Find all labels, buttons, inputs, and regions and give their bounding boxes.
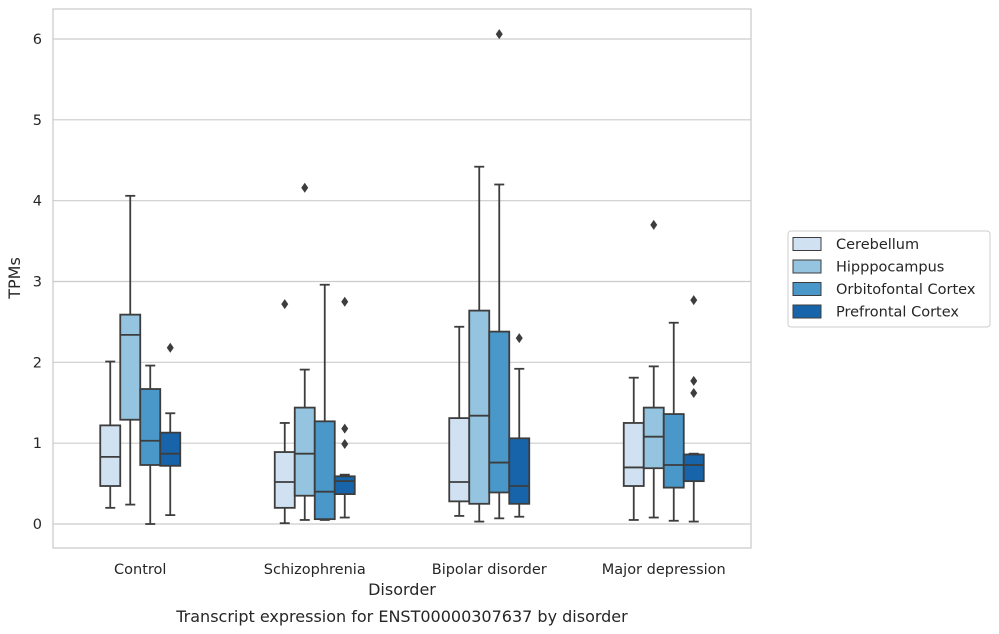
x-tick-label: Schizophrenia: [264, 562, 366, 578]
legend-label: Prefrontal Cortex: [836, 305, 959, 321]
box-hipppocampus: [642, 406, 665, 470]
outlier-point: [281, 299, 289, 310]
y-tick-label: 2: [33, 355, 42, 371]
box-orbitofontal-cortex: [139, 388, 162, 466]
y-axis-title: TPMs: [5, 257, 24, 300]
plot-frame: [52, 8, 752, 549]
outlier-point: [341, 296, 349, 307]
box-group: [273, 182, 356, 525]
box-prefrontal-cortex: [508, 437, 531, 505]
box-prefrontal-cortex: [159, 431, 182, 467]
outlier-point: [341, 423, 349, 434]
legend-label: Hipppocampus: [836, 260, 944, 276]
box-hipppocampus: [119, 313, 142, 421]
box-cerebellum: [99, 424, 122, 487]
box-group: [99, 194, 182, 525]
legend: Cerebellum Hipppocampus Orbitofontal Corte…: [787, 230, 991, 328]
outlier-point: [515, 333, 523, 344]
box-group: [622, 219, 705, 523]
chart-caption: Transcript expression for ENST0000030763…: [175, 607, 628, 626]
y-tick-label: 6: [33, 32, 42, 48]
outlier-point: [495, 29, 503, 40]
outlier-point: [341, 438, 349, 449]
x-tick-label: Control: [114, 562, 166, 578]
y-tick-label: 5: [33, 113, 42, 129]
legend-swatch: [792, 304, 822, 319]
legend-frame: [787, 230, 991, 328]
box-cerebellum: [273, 451, 296, 509]
box-prefrontal-cortex: [682, 453, 705, 483]
y-tick-label: 3: [33, 275, 42, 291]
x-tick-label: Major depression: [602, 562, 726, 578]
outlier-point: [166, 342, 174, 353]
box-cerebellum: [448, 417, 471, 503]
outlier-point: [690, 295, 698, 306]
box-orbitofontal-cortex: [488, 330, 511, 494]
x-axis-title: Disorder: [368, 580, 436, 599]
outlier-point: [301, 182, 309, 193]
x-tick-label: Bipolar disorder: [432, 562, 547, 578]
outlier-point: [650, 219, 658, 230]
outlier-point: [690, 375, 698, 386]
legend-swatch: [792, 259, 822, 274]
legend-label: Orbitofontal Cortex: [836, 282, 976, 298]
box-hipppocampus: [468, 309, 491, 505]
box-prefrontal-cortex: [333, 475, 356, 495]
y-tick-labels: 0 1 2 3 4 5 6: [33, 32, 42, 533]
legend-swatch: [792, 282, 822, 296]
box-cerebellum: [622, 422, 645, 487]
box-orbitofontal-cortex: [313, 420, 336, 521]
y-tick-label: 1: [33, 436, 42, 452]
y-tick-label: 0: [33, 517, 42, 533]
y-tick-label: 4: [33, 194, 42, 210]
outlier-point: [690, 388, 698, 399]
box-groups: [99, 29, 705, 525]
legend-swatch: [792, 237, 822, 251]
x-tick-labels: Control Schizophrenia Bipolar disorder Majo…: [114, 562, 726, 578]
box-hipppocampus: [293, 406, 316, 497]
box-orbitofontal-cortex: [662, 413, 685, 489]
box-group: [448, 29, 531, 523]
legend-label: Cerebellum: [836, 237, 919, 253]
